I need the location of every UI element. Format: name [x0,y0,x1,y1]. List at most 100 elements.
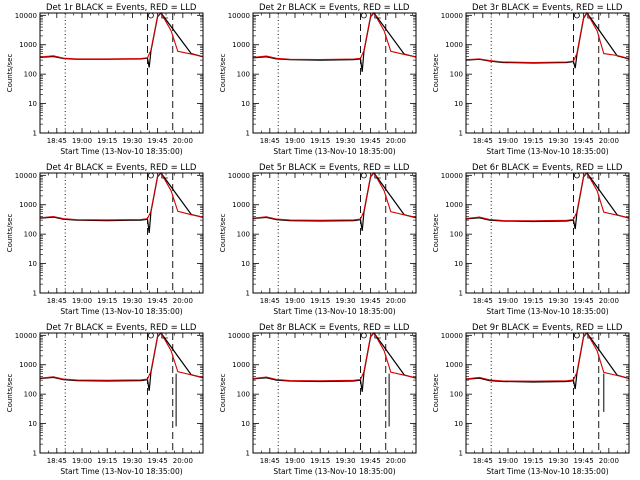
detector-panel-3: Det 3r BLACK = Events, RED = LLD Counts/s… [432,3,630,156]
x-tick-label: 18:45 [260,137,280,145]
x-tick-label: 20:00 [386,457,406,465]
flag-l-marker [374,13,381,19]
plot-area [40,332,203,453]
panel-title: Det 5r BLACK = Events, RED = LLD [259,163,410,173]
panel-title: Det 4r BLACK = Events, RED = LLD [46,163,197,173]
x-tick-label: 19:30 [122,137,142,145]
flag-l-marker [161,333,168,339]
x-tick-label: 19:00 [72,297,92,305]
y-tick-label: 1000 [232,361,250,369]
y-axis-label: Counts/sec [6,214,14,253]
events-series-line [40,332,203,391]
x-tick-label: 19:00 [72,457,92,465]
y-tick-label: 10000 [441,332,463,340]
flag-l-marker [161,13,168,19]
y-axis-label: Counts/sec [219,374,227,413]
flag-l-marker [374,333,381,339]
x-tick-label: 19:15 [523,297,543,305]
lld-series-line [466,12,629,64]
y-tick-label: 1 [459,130,463,138]
y-tick-label: 100 [24,391,37,399]
x-axis-label: Start Time (13-Nov-10 18:35:00) [273,307,395,316]
x-tick-label: 18:45 [473,137,493,145]
y-tick-label: 100 [237,391,250,399]
y-tick-label: 10000 [15,332,37,340]
flag-d-marker [574,12,580,19]
lld-series-line [466,332,629,382]
y-tick-label: 1000 [19,201,37,209]
y-tick-label: 10 [241,260,250,268]
flag-l-marker [587,333,594,339]
flag-l-marker [587,173,594,179]
x-tick-label: 19:45 [148,297,168,305]
x-tick-label: 19:30 [548,457,568,465]
flag-d-marker [361,332,367,339]
x-tick-label: 18:45 [47,457,67,465]
lld-series-line [466,172,629,222]
x-tick-label: 18:45 [260,297,280,305]
x-axis-label: Start Time (13-Nov-10 18:35:00) [486,307,608,316]
events-series-line [253,12,416,72]
y-tick-label: 10000 [228,332,250,340]
axes-frame [252,332,417,454]
y-tick-label: 1 [33,450,37,458]
axes-frame [39,12,204,134]
y-tick-label: 10000 [15,12,37,20]
x-tick-label: 19:15 [310,137,330,145]
y-tick-label: 1000 [19,361,37,369]
y-tick-label: 100 [24,231,37,239]
y-axis-label: Counts/sec [432,214,440,253]
x-axis-label: Start Time (13-Nov-10 18:35:00) [60,307,182,316]
events-series-line [253,172,416,231]
events-series-line [253,332,416,392]
plot-area [466,332,629,453]
lld-series-line [253,172,416,221]
x-tick-label: 19:15 [97,297,117,305]
detector-panel-8: Det 8r BLACK = Events, RED = LLD Counts/s… [219,323,417,476]
x-tick-label: 20:00 [386,137,406,145]
y-tick-label: 1000 [445,361,463,369]
y-axis-label: Counts/sec [432,374,440,413]
y-axis-label: Counts/sec [6,374,14,413]
y-tick-label: 1000 [445,41,463,49]
y-tick-label: 10 [28,100,37,108]
x-tick-label: 19:00 [285,457,305,465]
x-tick-label: 20:00 [173,457,193,465]
y-tick-label: 10 [241,420,250,428]
x-tick-label: 19:45 [574,297,594,305]
x-tick-label: 19:30 [548,297,568,305]
flag-d-marker [148,332,154,339]
detector-panel-6: Det 6r BLACK = Events, RED = LLD Counts/s… [432,163,630,316]
x-tick-label: 19:30 [335,457,355,465]
y-tick-label: 10000 [15,172,37,180]
x-tick-label: 20:00 [599,297,619,305]
y-tick-label: 100 [450,391,463,399]
x-tick-label: 19:15 [310,297,330,305]
x-tick-label: 20:00 [599,457,619,465]
flag-d-marker [574,172,580,179]
x-tick-label: 19:30 [548,137,568,145]
x-tick-label: 18:45 [47,137,67,145]
x-tick-label: 20:00 [599,137,619,145]
y-axis-label: Counts/sec [219,214,227,253]
flag-l-marker [587,13,594,19]
events-series-line [40,172,203,233]
y-tick-label: 10 [454,100,463,108]
x-tick-label: 19:00 [72,137,92,145]
y-tick-label: 1000 [232,41,250,49]
detector-panel-5: Det 5r BLACK = Events, RED = LLD Counts/s… [219,163,417,316]
x-tick-label: 19:00 [285,137,305,145]
x-tick-label: 18:45 [473,297,493,305]
x-tick-label: 19:45 [361,137,381,145]
x-tick-label: 19:15 [97,137,117,145]
lld-series-line [253,332,416,382]
axes-frame [39,172,204,294]
flag-d-marker [361,12,367,19]
y-tick-label: 10 [454,260,463,268]
y-tick-label: 10 [28,260,37,268]
x-axis-label: Start Time (13-Nov-10 18:35:00) [486,467,608,476]
y-tick-label: 10000 [228,12,250,20]
panel-title: Det 1r BLACK = Events, RED = LLD [46,3,197,13]
axes-frame [465,172,630,294]
